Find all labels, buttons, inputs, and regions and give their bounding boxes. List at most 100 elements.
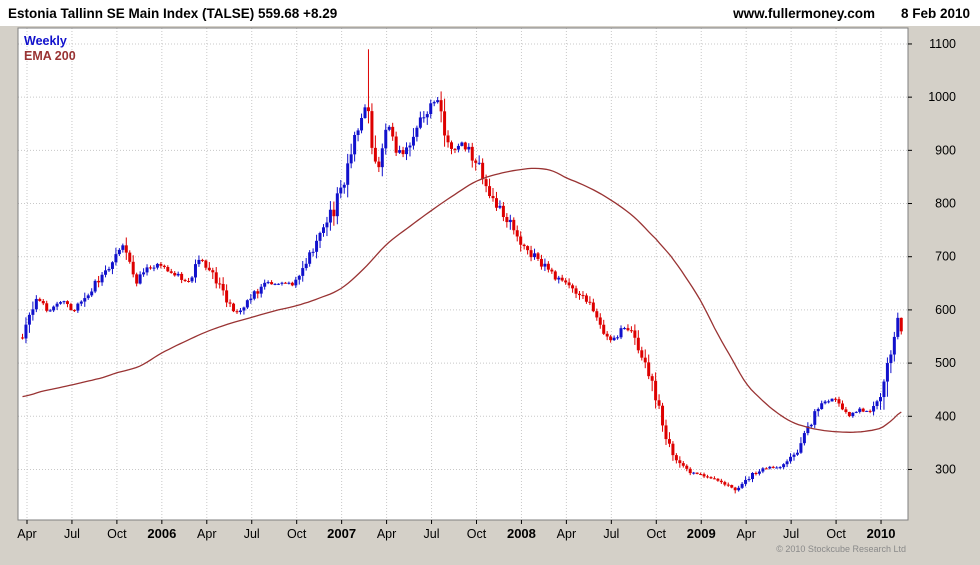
x-year-label: 2009 — [687, 526, 716, 541]
candle-body — [401, 150, 405, 155]
candle-body — [211, 270, 215, 273]
candle-body — [529, 250, 533, 258]
candle-body — [373, 147, 377, 162]
candle-body — [539, 258, 543, 267]
candle-body — [356, 130, 360, 135]
candle-body — [325, 222, 329, 228]
candle-body — [429, 103, 433, 115]
candle-body — [640, 350, 644, 358]
candle-body — [104, 270, 108, 275]
candle-body — [228, 302, 232, 304]
candle-body — [550, 269, 554, 272]
candle-body — [560, 277, 564, 281]
candle-body — [878, 397, 882, 402]
candle-body — [498, 205, 502, 208]
candle-body — [287, 282, 291, 284]
candle-body — [328, 209, 332, 223]
candle-body — [69, 304, 73, 311]
candle-body — [252, 291, 256, 299]
candle-body — [557, 277, 561, 280]
candle-body — [460, 142, 464, 146]
x-year-label: 2008 — [507, 526, 536, 541]
x-month-label: Apr — [17, 527, 36, 541]
candle-body — [757, 471, 761, 474]
y-tick-label: 400 — [935, 409, 956, 423]
candle-body — [411, 136, 415, 146]
candle-body — [501, 205, 505, 218]
candle-body — [750, 472, 754, 480]
candle-body — [200, 259, 204, 261]
candle-body — [823, 401, 827, 404]
x-month-label: Jul — [64, 527, 80, 541]
candle-body — [837, 399, 841, 404]
candle-body — [716, 478, 720, 481]
y-tick-label: 800 — [935, 197, 956, 211]
candle-body — [616, 337, 620, 339]
candle-body — [678, 460, 682, 464]
candle-body — [197, 259, 201, 265]
candle-body — [782, 464, 786, 468]
y-tick-label: 500 — [935, 356, 956, 370]
candle-body — [847, 411, 851, 417]
candle-body — [872, 406, 876, 412]
candle-body — [124, 245, 128, 253]
candle-body — [218, 283, 222, 285]
candle-body — [578, 293, 582, 296]
candle-body — [602, 324, 606, 334]
copyright-text: © 2010 Stockcube Research Ltd — [776, 544, 906, 554]
candle-body — [896, 317, 900, 337]
candle-body — [522, 244, 526, 247]
candle-body — [301, 268, 305, 276]
candle-body — [820, 403, 824, 410]
candle-body — [135, 274, 139, 284]
candle-body — [692, 472, 696, 474]
candle-body — [391, 126, 395, 137]
candle-body — [422, 117, 426, 119]
candle-body — [377, 161, 381, 168]
candle-body — [221, 283, 225, 291]
candle-body — [277, 283, 281, 285]
candle-body — [304, 263, 308, 269]
candle-body — [342, 184, 346, 188]
chart-date: 8 Feb 2010 — [900, 5, 970, 21]
candle-body — [152, 267, 156, 269]
candle-body — [249, 298, 253, 301]
x-year-label: 2010 — [867, 526, 896, 541]
candle-body — [591, 302, 595, 312]
candle-body — [584, 295, 588, 302]
candle-body — [235, 311, 239, 313]
fullermoney-link[interactable]: www.fullermoney.com — [733, 5, 875, 21]
candle-body — [508, 219, 512, 223]
plot-background — [18, 28, 908, 520]
candle-body — [723, 482, 727, 485]
candle-body — [405, 147, 409, 155]
candle-body — [851, 412, 855, 417]
candle-body — [93, 280, 97, 292]
candle-body — [259, 286, 263, 294]
candle-body — [706, 476, 710, 478]
candle-body — [398, 150, 402, 153]
candle-body — [90, 291, 94, 296]
candle-body — [567, 282, 571, 286]
x-year-label: 2006 — [147, 526, 176, 541]
x-year-label: 2007 — [327, 526, 356, 541]
candle-body — [650, 376, 654, 381]
candle-body — [671, 443, 675, 456]
candle-body — [425, 114, 429, 118]
x-month-label: Jul — [603, 527, 619, 541]
chart-area: Weekly EMA 200 300 400 500 600 700 800 900 1000… — [0, 26, 980, 560]
candle-body — [24, 324, 28, 339]
legend-ema-label: EMA 200 — [24, 49, 76, 63]
candle-body — [726, 484, 730, 486]
candle-body — [768, 466, 772, 469]
candle-body — [595, 311, 599, 318]
candle-body — [190, 277, 194, 282]
candle-body — [55, 303, 59, 307]
candle-body — [363, 107, 367, 118]
candle-body — [681, 463, 685, 466]
candle-body — [840, 403, 844, 410]
candle-body — [83, 298, 87, 302]
candle-body — [38, 298, 42, 301]
candle-body — [332, 209, 336, 217]
chart-title: Estonia Tallinn SE Main Index (TALSE) 55… — [8, 5, 338, 21]
